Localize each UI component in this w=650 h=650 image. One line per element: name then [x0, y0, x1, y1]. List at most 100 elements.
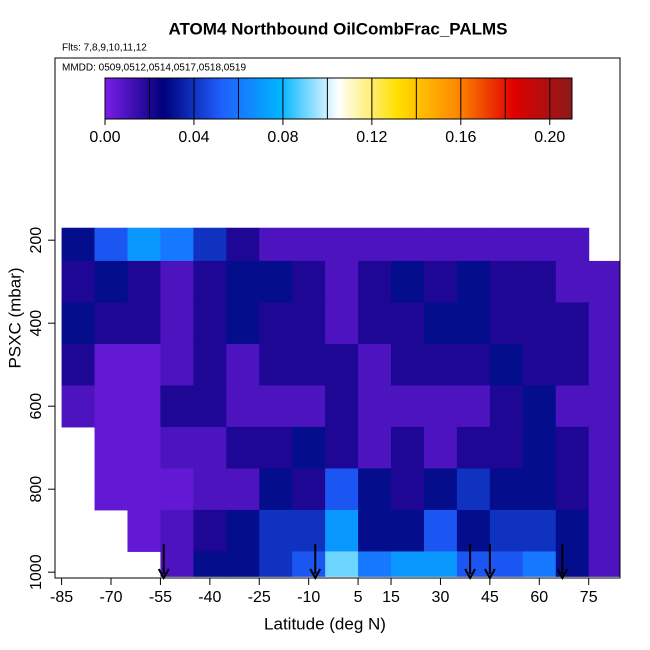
y-tick-label: 600: [28, 393, 45, 420]
heatmap-cell: [358, 426, 392, 469]
heatmap-cell: [94, 385, 128, 428]
heatmap-cell: [61, 260, 96, 303]
heatmap-cell: [588, 468, 620, 511]
heatmap-cell: [94, 260, 128, 303]
heatmap-cell: [292, 227, 326, 262]
heatmap-cell: [391, 426, 425, 469]
x-tick-label: -85: [50, 589, 73, 606]
plot-frame: [54, 57, 621, 579]
heatmap-cell: [423, 551, 458, 577]
heatmap-cell: [94, 426, 128, 469]
heatmap-cell: [292, 468, 326, 511]
x-tick-label: -55: [149, 589, 172, 606]
chart-title: ATOM4 Northbound OilCombFrac_PALMS: [168, 19, 507, 38]
heatmap-cell: [292, 385, 326, 428]
heatmap-cell: [358, 302, 392, 345]
heatmap-cell: [160, 343, 194, 386]
heatmap-cell: [127, 468, 161, 511]
colorbar-tick-label: 0.12: [356, 129, 387, 146]
x-tick-label: 45: [481, 589, 499, 606]
heatmap-cell: [555, 509, 590, 552]
heatmap-cell: [61, 302, 96, 345]
heatmap-cell: [391, 468, 425, 511]
colorbar-tick-label: 0.20: [534, 129, 565, 146]
heatmap-cell: [391, 302, 425, 345]
heatmap-cell: [423, 509, 458, 552]
heatmap-cell: [259, 260, 293, 303]
heatmap-cell: [555, 260, 590, 303]
heatmap-cell: [588, 343, 620, 386]
heatmap-cell: [391, 385, 425, 428]
heatmap-cell: [456, 260, 491, 303]
heatmap-cell: [358, 385, 392, 428]
heatmap-cell: [522, 468, 557, 511]
heatmap-cell: [358, 551, 392, 577]
x-tick-label: 30: [432, 589, 450, 606]
heatmap-cell: [555, 468, 590, 511]
heatmap-cell: [226, 385, 260, 428]
heatmap-cell: [292, 426, 326, 469]
heatmap-cell: [325, 426, 359, 469]
y-tick-label: 200: [28, 227, 45, 254]
heatmap-cell: [522, 343, 557, 386]
heatmap-cell: [423, 227, 458, 262]
heatmap-cell: [555, 343, 590, 386]
heatmap-cell: [226, 468, 260, 511]
heatmap-cell: [160, 302, 194, 345]
heatmap-cell: [325, 302, 359, 345]
heatmap-cell: [325, 260, 359, 303]
heatmap-cell: [160, 468, 194, 511]
heatmap-cell: [391, 551, 425, 577]
heatmap-cell: [555, 227, 590, 262]
arrow-head: [309, 568, 322, 581]
heatmap-cell: [259, 227, 293, 262]
x-tick-label: 75: [580, 589, 598, 606]
heatmap-cell: [456, 227, 491, 262]
heatmap-cell: [94, 343, 128, 386]
x-tick-label: -40: [198, 589, 221, 606]
heatmap-cell: [391, 227, 425, 262]
heatmap-cell: [160, 260, 194, 303]
heatmap-cell: [489, 468, 524, 511]
heatmap-cell: [226, 260, 260, 303]
heatmap-cell: [259, 426, 293, 469]
heatmap-cell: [94, 227, 128, 262]
heatmap-cell: [588, 426, 620, 469]
x-tick-label: -10: [297, 589, 320, 606]
heatmap-cell: [456, 302, 491, 345]
flights-label: Flts: 7,8,9,10,11,12: [62, 43, 147, 54]
heatmap-cell: [489, 509, 524, 552]
heatmap-cell: [588, 509, 620, 552]
heatmap-cell: [259, 385, 293, 428]
colorbar-tick-label: 0.08: [267, 129, 298, 146]
heatmap-cell: [522, 551, 557, 577]
heatmap-cell: [325, 509, 359, 552]
heatmap-cell: [391, 260, 425, 303]
heatmap-cell: [489, 302, 524, 345]
heatmap-cell: [259, 551, 293, 577]
heatmap-cell: [423, 343, 458, 386]
heatmap-cell: [489, 426, 524, 469]
heatmap-cell: [127, 260, 161, 303]
colorbar-tick-label: 0.00: [89, 129, 120, 146]
heatmap-cell: [522, 385, 557, 428]
heatmap-cell: [325, 551, 359, 577]
heatmap-cell: [61, 227, 96, 262]
x-tick-label: 5: [354, 589, 363, 606]
heatmap-cell: [259, 343, 293, 386]
heatmap-cell: [226, 509, 260, 552]
heatmap-cell: [193, 302, 227, 345]
heatmap-cell: [226, 227, 260, 262]
heatmap-cell: [489, 227, 524, 262]
heatmap-cell: [555, 551, 590, 577]
heatmap-cell: [456, 426, 491, 469]
heatmap-cell: [193, 385, 227, 428]
heatmap-cell: [127, 509, 161, 552]
heatmap-cell: [127, 343, 161, 386]
x-tick-label: -25: [248, 589, 271, 606]
heatmap-cell: [423, 426, 458, 469]
colorbar-tick-label: 0.04: [178, 129, 209, 146]
heatmap-cell: [292, 260, 326, 303]
heatmap-cell: [160, 426, 194, 469]
